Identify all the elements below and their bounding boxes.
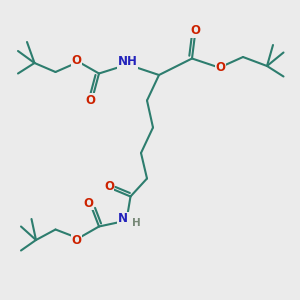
Text: O: O: [104, 179, 114, 193]
Text: O: O: [215, 61, 226, 74]
Text: O: O: [71, 233, 82, 247]
Text: NH: NH: [118, 55, 137, 68]
Text: O: O: [190, 24, 200, 38]
Text: N: N: [118, 212, 128, 226]
Text: O: O: [85, 94, 95, 107]
Text: O: O: [71, 54, 82, 67]
Text: H: H: [132, 218, 141, 229]
Text: O: O: [83, 197, 94, 210]
